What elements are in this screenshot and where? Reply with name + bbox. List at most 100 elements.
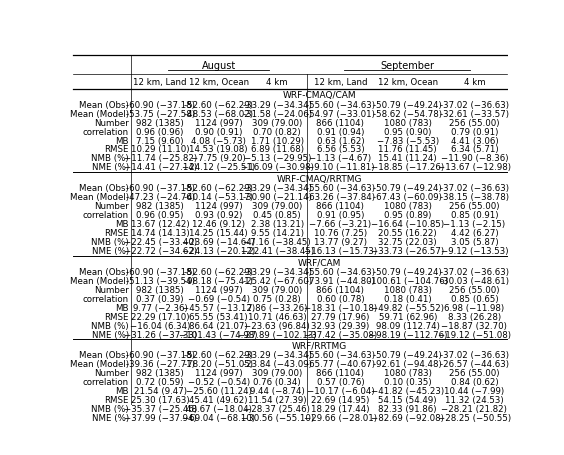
Text: −11.90 (−8.36): −11.90 (−8.36)	[440, 154, 508, 163]
Text: 309 (79.00): 309 (79.00)	[252, 369, 302, 378]
Text: 12 km, Land: 12 km, Land	[133, 78, 187, 87]
Text: -47.23 (−24.76): -47.23 (−24.76)	[126, 193, 195, 202]
Text: -38.15 (−38.78): -38.15 (−38.78)	[440, 193, 509, 202]
Text: 11.76 (11.45): 11.76 (11.45)	[378, 145, 437, 154]
Text: 256 (55.00): 256 (55.00)	[449, 285, 500, 294]
Text: −28.37 (25.46): −28.37 (25.46)	[244, 404, 310, 413]
Text: NME (%): NME (%)	[92, 247, 129, 255]
Text: Mean (Obs): Mean (Obs)	[80, 351, 129, 359]
Text: 54.15 (54.49): 54.15 (54.49)	[378, 395, 437, 404]
Text: 4.41 (3.06): 4.41 (3.06)	[451, 136, 498, 145]
Text: 86.64 (21.07): 86.64 (21.07)	[190, 321, 248, 330]
Text: Mean (Obs): Mean (Obs)	[80, 267, 129, 276]
Text: -50.79 (−49.24): -50.79 (−49.24)	[373, 101, 442, 110]
Text: 25.30 (17.63): 25.30 (17.63)	[131, 395, 190, 404]
Text: −31.26 (−37.33): −31.26 (−37.33)	[124, 330, 197, 339]
Text: -55.60 (−34.63): -55.60 (−34.63)	[306, 351, 375, 359]
Text: 14.53 (19.08): 14.53 (19.08)	[190, 145, 248, 154]
Text: 0.91 (0.94): 0.91 (0.94)	[317, 127, 364, 136]
Text: -40.14 (−53.17): -40.14 (−53.17)	[184, 193, 253, 202]
Text: 0.18 (0.41): 0.18 (0.41)	[384, 294, 431, 303]
Text: 10.71 (46.63): 10.71 (46.63)	[248, 312, 307, 321]
Text: -53.75 (−27.58): -53.75 (−27.58)	[126, 109, 195, 118]
Text: 9.77 (−2.36): 9.77 (−2.36)	[133, 303, 187, 312]
Text: 10.76 (7.25): 10.76 (7.25)	[314, 228, 367, 238]
Text: 7.86 (−33.26): 7.86 (−33.26)	[247, 303, 307, 312]
Text: 1080 (783): 1080 (783)	[384, 369, 431, 378]
Text: −22.45 (−33.40): −22.45 (−33.40)	[124, 238, 197, 247]
Text: -52.60 (−62.29): -52.60 (−62.29)	[184, 184, 253, 193]
Text: −9.10 (−11.81): −9.10 (−11.81)	[307, 163, 374, 172]
Text: −37.42 (−35.08): −37.42 (−35.08)	[304, 330, 377, 339]
Text: -51.13 (−39.54): -51.13 (−39.54)	[126, 276, 195, 285]
Text: -37.02 (−36.63): -37.02 (−36.63)	[440, 184, 509, 193]
Text: -48.53 (−68.02): -48.53 (−68.02)	[184, 109, 253, 118]
Text: -23.84 (−43.09): -23.84 (−43.09)	[243, 359, 312, 369]
Text: 1124 (997): 1124 (997)	[195, 369, 243, 378]
Text: 45.41 (49.62): 45.41 (49.62)	[190, 395, 248, 404]
Text: 18.29 (17.44): 18.29 (17.44)	[311, 404, 369, 413]
Text: −24.13 (−20.12): −24.13 (−20.12)	[182, 247, 255, 255]
Text: 14.74 (14.13): 14.74 (14.13)	[131, 228, 190, 238]
Text: 12 km, Land: 12 km, Land	[314, 78, 367, 87]
Text: MB: MB	[116, 136, 129, 145]
Text: -37.02 (−36.63): -37.02 (−36.63)	[440, 101, 509, 110]
Text: NMB (%): NMB (%)	[91, 238, 129, 247]
Text: -100.61 (−104.76): -100.61 (−104.76)	[368, 276, 448, 285]
Text: NMB (%): NMB (%)	[91, 154, 129, 163]
Text: -52.60 (−62.29): -52.60 (−62.29)	[184, 101, 253, 110]
Text: 13.77 (9.27): 13.77 (9.27)	[314, 238, 367, 247]
Text: 22.29 (17.10): 22.29 (17.10)	[131, 312, 190, 321]
Text: −24.12 (−25.51): −24.12 (−25.51)	[182, 163, 255, 172]
Text: -60.90 (−37.18): -60.90 (−37.18)	[126, 101, 195, 110]
Text: WRF-CMAQ/CAM: WRF-CMAQ/CAM	[283, 91, 356, 100]
Text: -67.43 (−60.09): -67.43 (−60.09)	[373, 193, 442, 202]
Text: -32.61 (−33.57): -32.61 (−33.57)	[440, 109, 509, 118]
Text: 98.09 (112.74): 98.09 (112.74)	[376, 321, 440, 330]
Text: 10.44 (−7.99): 10.44 (−7.99)	[444, 386, 504, 395]
Text: −22.41 (−38.45): −22.41 (−38.45)	[241, 247, 314, 255]
Text: −14.41 (−27.14): −14.41 (−27.14)	[124, 163, 197, 172]
Text: 7.15 (9.60): 7.15 (9.60)	[136, 136, 184, 145]
Text: −0.52 (−0.54): −0.52 (−0.54)	[188, 378, 250, 386]
Text: 10.29 (11.10): 10.29 (11.10)	[131, 145, 190, 154]
Text: 27.79 (17.96): 27.79 (17.96)	[311, 312, 369, 321]
Text: -54.97 (−33.01): -54.97 (−33.01)	[306, 109, 375, 118]
Text: −16.13 (−15.73): −16.13 (−15.73)	[304, 247, 377, 255]
Text: 82.33 (91.86): 82.33 (91.86)	[378, 404, 437, 413]
Text: 12 km, Ocean: 12 km, Ocean	[378, 78, 438, 87]
Text: −7.83 (−5.53): −7.83 (−5.53)	[377, 136, 439, 145]
Text: −10.17 (−6.04): −10.17 (−6.04)	[307, 386, 374, 395]
Text: NME (%): NME (%)	[92, 163, 129, 172]
Text: 48.67 (−18.04): 48.67 (−18.04)	[186, 404, 252, 413]
Text: −18.31 (−10.18): −18.31 (−10.18)	[304, 303, 377, 312]
Text: 0.63 (1.62): 0.63 (1.62)	[316, 136, 364, 145]
Text: 0.84 (0.62): 0.84 (0.62)	[451, 378, 498, 386]
Text: -31.58 (−24.06): -31.58 (−24.06)	[243, 109, 312, 118]
Text: 4.08 (−5.73): 4.08 (−5.73)	[191, 136, 246, 145]
Text: -92.61 (−94.48): -92.61 (−94.48)	[373, 359, 442, 369]
Text: 0.90 (0.91): 0.90 (0.91)	[195, 127, 243, 136]
Text: −18.87 (32.70): −18.87 (32.70)	[442, 321, 507, 330]
Text: -50.79 (−49.24): -50.79 (−49.24)	[373, 267, 442, 276]
Text: 14.25 (15.44): 14.25 (15.44)	[190, 228, 248, 238]
Text: −0.69 (−0.54): −0.69 (−0.54)	[188, 294, 250, 303]
Text: 1080 (783): 1080 (783)	[384, 202, 431, 211]
Text: WRF/RRTMG: WRF/RRTMG	[292, 341, 347, 350]
Text: -65.77 (−40.67): -65.77 (−40.67)	[306, 359, 375, 369]
Text: −45.57 (−13.12): −45.57 (−13.12)	[182, 303, 255, 312]
Text: 0.93 (0.92): 0.93 (0.92)	[195, 211, 243, 220]
Text: −19.12 (−51.08): −19.12 (−51.08)	[438, 330, 511, 339]
Text: −9.12 (−13.53): −9.12 (−13.53)	[440, 247, 508, 255]
Text: RMSE: RMSE	[104, 395, 129, 404]
Text: September: September	[380, 61, 434, 71]
Text: 21.54 (9.47): 21.54 (9.47)	[134, 386, 187, 395]
Text: August: August	[201, 61, 236, 71]
Text: 982 (1385): 982 (1385)	[136, 369, 184, 378]
Text: −7.16 (−38.45): −7.16 (−38.45)	[244, 238, 311, 247]
Text: -50.79 (−49.24): -50.79 (−49.24)	[373, 351, 442, 359]
Text: 1080 (783): 1080 (783)	[384, 118, 431, 127]
Text: 866 (1104): 866 (1104)	[316, 202, 364, 211]
Text: NMB (%): NMB (%)	[91, 321, 129, 330]
Text: Mean (Model): Mean (Model)	[70, 109, 129, 118]
